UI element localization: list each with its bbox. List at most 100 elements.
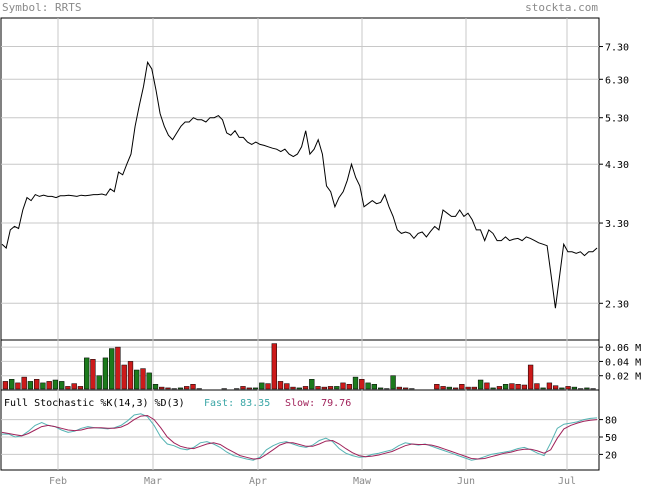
volume-bar [565, 386, 571, 390]
x-axis: Feb Mar Apr Maw Jun Jul [49, 476, 576, 486]
volume-bar [52, 379, 59, 390]
volume-bar [552, 385, 559, 390]
volume-bar [490, 387, 496, 390]
price-axis: 7.30 6.30 5.30 4.30 3.30 2.30 [599, 43, 629, 310]
volume-bar [115, 346, 121, 390]
volume-bar [46, 381, 52, 390]
volume-bar [371, 384, 377, 390]
volume-bar [546, 382, 553, 390]
x-tick-label: Feb [49, 476, 67, 486]
volume-bar [534, 383, 540, 390]
volume-bar [584, 387, 590, 390]
volume-bar [327, 386, 334, 390]
price-series [1, 60, 598, 309]
volume-bar [334, 386, 340, 390]
volume-bar [102, 357, 109, 390]
stochastic-tick-label: 50 [605, 433, 617, 444]
volume-bar [15, 382, 21, 390]
site-name[interactable]: stockta.com [525, 1, 598, 14]
volume-bar [396, 386, 402, 390]
volume-bar [440, 386, 446, 390]
x-tick-label: Apr [249, 476, 267, 486]
volume-bar [9, 379, 15, 390]
volume-bar [71, 383, 77, 390]
volume-bar [90, 359, 96, 390]
volume-bars [2, 343, 596, 390]
volume-axis: 0.06 M 0.04 M 0.02 M [599, 343, 641, 383]
volume-bar [134, 369, 140, 390]
volume-bar [515, 384, 521, 390]
stochastic-fast-line [2, 413, 598, 461]
volume-bar [240, 386, 246, 390]
volume-bar [277, 381, 284, 390]
volume-bar [265, 383, 271, 390]
volume-bar [77, 386, 84, 390]
volume-bar [434, 384, 440, 390]
volume-bar [471, 386, 477, 390]
volume-bar [302, 386, 309, 390]
x-tick-label: Maw [353, 476, 372, 486]
volume-bar [40, 382, 46, 390]
price-line [1, 60, 598, 309]
price-tick-label: 5.30 [605, 114, 629, 125]
volume-bar [540, 387, 546, 390]
volume-bar [315, 386, 321, 390]
volume-bar [346, 384, 352, 390]
stochastic-axis: 80 50 20 [599, 416, 617, 461]
volume-bar [509, 383, 515, 390]
volume-bar [259, 382, 265, 390]
volume-tick-label: 0.04 M [605, 357, 641, 368]
volume-bar [84, 357, 90, 390]
volume-bar [34, 379, 40, 390]
stochastic-tick-label: 20 [605, 450, 617, 461]
volume-bar [27, 381, 34, 390]
volume-bar [177, 387, 184, 390]
volume-bar [459, 384, 465, 390]
volume-bar [96, 375, 102, 390]
volume-bar [65, 386, 71, 390]
volume-bar [571, 386, 578, 390]
x-tick-label: Mar [144, 476, 162, 486]
volume-bar [502, 384, 509, 390]
volume-bar [140, 368, 146, 390]
volume-bar [465, 386, 471, 390]
volume-tick-label: 0.06 M [605, 343, 641, 354]
volume-tick-label: 0.02 M [605, 372, 641, 383]
volume-bar [190, 384, 196, 390]
volume-bar [309, 379, 315, 390]
volume-bar [146, 372, 152, 390]
price-tick-label: 6.30 [605, 75, 629, 86]
volume-bar [271, 343, 277, 390]
volume-bar [159, 386, 165, 390]
volume-bar [59, 381, 65, 390]
volume-bar [284, 383, 290, 390]
volume-bar [359, 379, 365, 390]
volume-bar [484, 382, 490, 390]
stochastic-slow-line [1, 414, 598, 460]
x-tick-label: Jul [558, 476, 576, 486]
stochastic-panel-frame [0, 389, 600, 471]
volume-bar [2, 381, 9, 390]
volume-bar [165, 387, 171, 390]
volume-bar [21, 376, 27, 390]
price-tick-label: 3.30 [605, 219, 629, 230]
price-tick-label: 2.30 [605, 299, 629, 310]
volume-bar [390, 375, 396, 390]
volume-bar [446, 386, 452, 390]
volume-bar [365, 382, 371, 390]
stochastic-title: Full Stochastic %K(14,3) %D(3) [4, 398, 185, 409]
volume-bar [296, 387, 302, 390]
volume-bar [352, 376, 359, 390]
volume-bar [252, 387, 259, 390]
price-panel-frame [0, 17, 600, 341]
volume-bar [477, 379, 484, 390]
stochastic-tick-label: 80 [605, 416, 617, 427]
volume-bar [290, 386, 296, 390]
price-tick-label: 7.30 [605, 43, 629, 54]
volume-bar [527, 364, 534, 390]
x-tick-label: Jun [457, 476, 475, 486]
volume-bar [121, 364, 127, 390]
volume-bar [496, 386, 503, 390]
volume-bar [321, 386, 327, 390]
